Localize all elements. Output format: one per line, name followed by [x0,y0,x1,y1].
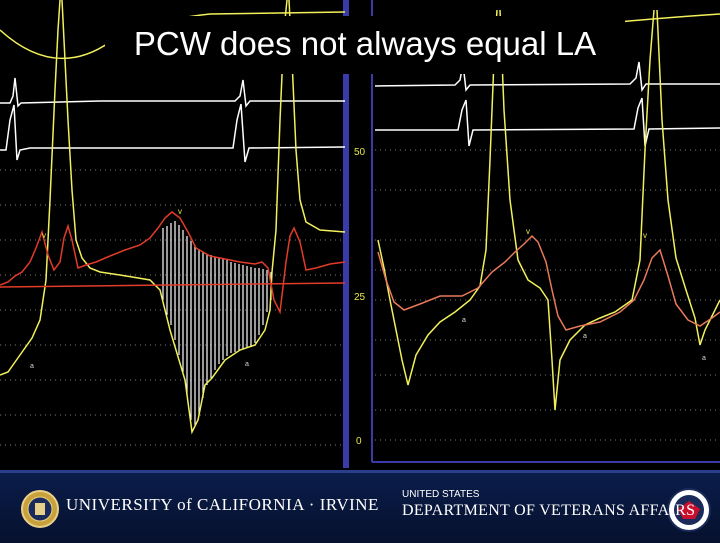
left-a-marker-2: a [245,361,249,368]
uci-wordmark: UNIVERSITY of CALIFORNIA · IRVINE [66,495,379,514]
va-wordmark-line2: DEPARTMENT OF VETERANS AFFAIRS [402,502,696,519]
right-a-marker-2: a [583,333,587,340]
left-v-marker-2: v [42,231,46,240]
pressure-tracing: v v a a 50 25 0 v v a a a [0,0,720,468]
scale-label-0: 0 [356,436,362,447]
left-ecg-trace-2 [0,103,346,163]
slide-title: PCW does not always equal LA [133,25,597,62]
left-la-trace [0,211,346,315]
left-v-marker-1: v [178,207,182,216]
right-a-marker-1: a [462,317,466,324]
left-la-mean-line [0,282,346,288]
left-a-marker-1: a [30,363,34,370]
va-wordmark-line1: UNITED STATES [402,489,480,500]
left-pcw-hatch-lines [162,221,272,425]
left-ecg-trace-1 [0,77,345,108]
scale-label-25: 25 [354,292,366,303]
right-v-marker-1: v [526,227,530,236]
right-ecg-trace-1 [374,61,720,93]
right-la-trace [377,234,720,331]
title-backdrop [105,16,625,74]
uci-seal-icon [21,490,59,528]
right-ecg-trace-2 [375,97,720,147]
right-v-marker-2: v [643,231,647,240]
footer-banner [0,470,720,543]
scale-label-50: 50 [354,147,366,158]
va-seal-icon [667,488,711,532]
right-a-marker-3: a [702,355,706,362]
